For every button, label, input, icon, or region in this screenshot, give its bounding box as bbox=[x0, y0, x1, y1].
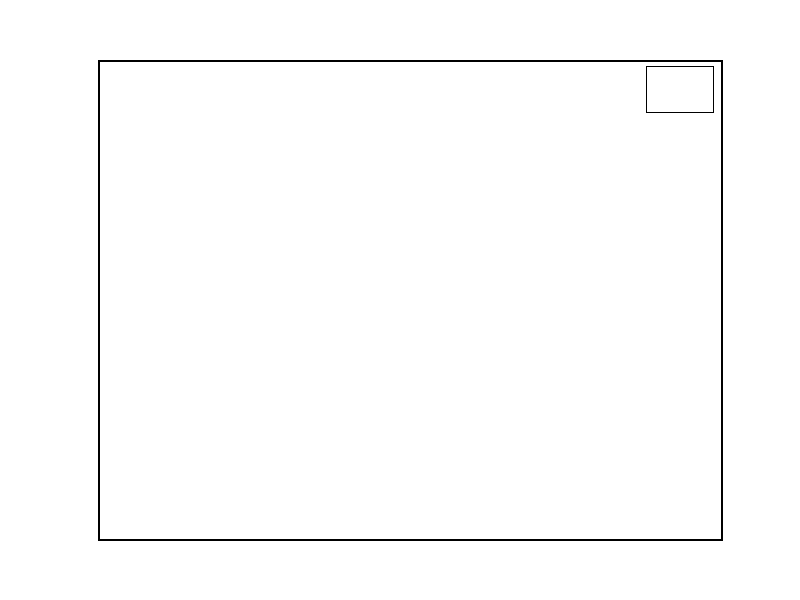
fp-color-swatch bbox=[654, 95, 679, 104]
plot-area bbox=[98, 60, 723, 541]
tp-color-swatch bbox=[654, 76, 679, 85]
legend-entry-tp bbox=[654, 71, 713, 90]
legend-box bbox=[646, 66, 714, 113]
legend-entry-fp bbox=[654, 90, 713, 109]
